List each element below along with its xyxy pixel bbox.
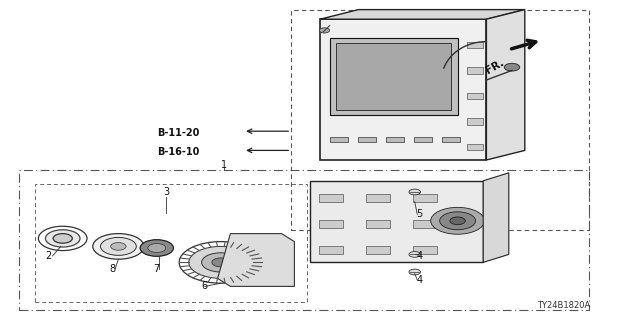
Bar bbox=[467, 42, 483, 48]
Circle shape bbox=[450, 217, 465, 225]
Text: TY24B1820A: TY24B1820A bbox=[536, 301, 590, 310]
Circle shape bbox=[319, 28, 330, 33]
Bar bbox=[442, 137, 460, 142]
Bar bbox=[291, 10, 589, 230]
Bar bbox=[319, 194, 343, 202]
Bar bbox=[366, 246, 390, 254]
Circle shape bbox=[45, 230, 80, 247]
Text: 1: 1 bbox=[221, 160, 227, 170]
Circle shape bbox=[148, 244, 166, 252]
Bar bbox=[35, 184, 307, 302]
Text: 5: 5 bbox=[416, 209, 422, 220]
Circle shape bbox=[53, 234, 72, 243]
Text: 3: 3 bbox=[163, 187, 170, 197]
Polygon shape bbox=[486, 10, 525, 160]
Bar bbox=[467, 118, 483, 125]
Circle shape bbox=[38, 226, 87, 251]
Circle shape bbox=[409, 189, 420, 195]
Text: 8: 8 bbox=[109, 264, 115, 274]
Text: 7: 7 bbox=[154, 264, 160, 274]
Bar bbox=[413, 137, 431, 142]
Circle shape bbox=[440, 212, 476, 230]
Circle shape bbox=[111, 243, 126, 250]
Bar bbox=[413, 194, 437, 202]
Bar bbox=[467, 144, 483, 150]
Bar bbox=[330, 137, 348, 142]
Polygon shape bbox=[310, 181, 483, 262]
Circle shape bbox=[409, 269, 420, 275]
Text: 6: 6 bbox=[202, 281, 208, 292]
Bar bbox=[319, 246, 343, 254]
Circle shape bbox=[212, 258, 230, 267]
Text: 4: 4 bbox=[416, 251, 422, 261]
Bar bbox=[467, 67, 483, 74]
Circle shape bbox=[409, 252, 420, 257]
Polygon shape bbox=[320, 19, 486, 160]
Bar bbox=[385, 137, 404, 142]
Bar bbox=[358, 137, 376, 142]
Circle shape bbox=[504, 63, 520, 71]
Bar bbox=[366, 194, 390, 202]
Bar bbox=[467, 93, 483, 99]
Circle shape bbox=[93, 234, 144, 259]
Bar bbox=[319, 220, 343, 228]
Text: B-11-20: B-11-20 bbox=[157, 128, 199, 138]
Polygon shape bbox=[218, 234, 294, 286]
Bar bbox=[366, 220, 390, 228]
Circle shape bbox=[189, 246, 253, 278]
Bar bbox=[330, 38, 458, 115]
Text: FR.: FR. bbox=[484, 58, 506, 76]
Bar bbox=[413, 246, 437, 254]
Circle shape bbox=[140, 240, 173, 256]
Circle shape bbox=[431, 207, 484, 234]
Text: 4: 4 bbox=[416, 275, 422, 285]
Circle shape bbox=[202, 253, 240, 272]
Text: 2: 2 bbox=[45, 251, 51, 261]
Polygon shape bbox=[483, 173, 509, 262]
Bar bbox=[336, 43, 451, 110]
Polygon shape bbox=[320, 10, 525, 19]
Bar bbox=[413, 220, 437, 228]
Bar bbox=[19, 170, 589, 310]
Text: B-16-10: B-16-10 bbox=[157, 147, 199, 157]
Circle shape bbox=[100, 237, 136, 255]
